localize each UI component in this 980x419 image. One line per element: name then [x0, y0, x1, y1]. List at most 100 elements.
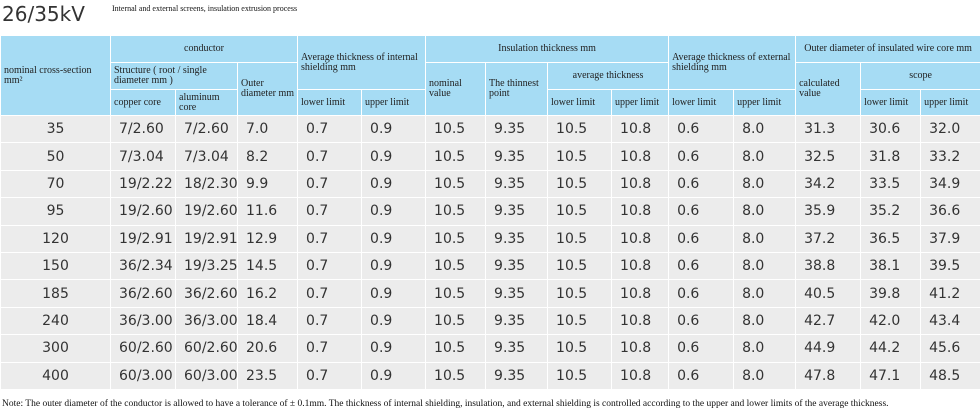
data-row: 120 19/2.91 19/2.91 12.9 0.7 0.9 10.5 9.35 10.5 1…: [0, 224, 980, 253]
data-cell: 34.9: [920, 169, 980, 199]
data-cell: 10.8: [611, 334, 670, 363]
data-cell: 10.5: [547, 306, 613, 336]
data-cell: 8.0: [733, 251, 797, 281]
header-cell: lower limit: [668, 89, 735, 116]
data-cell: 41.2: [920, 279, 980, 308]
data-cell: 47.1: [860, 361, 922, 390]
data-cell: 10.8: [611, 361, 670, 390]
header-cell: nominal value: [425, 62, 487, 116]
data-cell: 0.9: [361, 197, 427, 226]
data-cell: 8.0: [733, 334, 797, 363]
header-cell: Average thickness of internal shielding …: [297, 35, 427, 90]
header-cell: upper limit: [733, 89, 797, 116]
data-cell: 8.0: [733, 169, 797, 199]
data-cell: 95: [0, 197, 111, 226]
data-cell: 10.8: [611, 169, 670, 199]
data-cell: 0.7: [297, 169, 363, 199]
data-cell: 0.7: [297, 334, 363, 363]
header-row: copper core aluminum core lower limit upper…: [1, 89, 980, 116]
data-cell: 8.0: [733, 197, 797, 226]
spec-table: nominal cross-section mm² conductor Averag…: [0, 35, 980, 390]
data-row: 70 19/2.22 18/2.30 9.9 0.7 0.9 10.5 9.35 10.5 10.…: [0, 169, 980, 199]
header-cell: Outer diameter mm: [236, 62, 299, 116]
data-cell: 10.5: [425, 279, 487, 308]
data-cell: 0.9: [361, 142, 427, 171]
data-cell: 240: [0, 306, 111, 336]
data-cell: 9.35: [485, 224, 549, 253]
data-cell: 0.9: [361, 251, 427, 281]
header-cell: upper limit: [361, 89, 427, 116]
data-cell: 185: [0, 279, 111, 308]
data-cell: 0.6: [668, 169, 735, 199]
data-cell: 37.9: [920, 224, 980, 253]
data-cell: 37.2: [795, 224, 862, 253]
data-cell: 36/3.00: [175, 306, 238, 336]
data-cell: 60/3.00: [175, 361, 238, 390]
data-row: 400 60/3.00 60/3.00 23.5 0.7 0.9 10.5 9.35 10.5 1…: [0, 361, 980, 390]
data-cell: 38.1: [860, 251, 922, 281]
data-cell: 60/3.00: [110, 361, 176, 390]
data-cell: 10.5: [547, 142, 613, 171]
data-cell: 10.5: [425, 197, 487, 226]
data-cell: 0.7: [297, 306, 363, 336]
data-cell: 0.6: [668, 279, 735, 308]
data-cell: 7/3.04: [175, 142, 238, 171]
data-cell: 36/2.34: [110, 251, 176, 281]
data-cell: 10.5: [547, 197, 613, 226]
data-cell: 19/2.60: [175, 197, 238, 226]
data-cell: 35: [0, 114, 111, 144]
data-cell: 8.0: [733, 361, 797, 390]
data-cell: 39.5: [920, 251, 980, 281]
data-cell: 0.9: [361, 169, 427, 199]
header-cell: lower limit: [860, 89, 922, 116]
data-cell: 8.0: [733, 224, 797, 253]
data-cell: 19/2.91: [110, 224, 176, 253]
data-cell: 7/3.04: [110, 142, 176, 171]
data-cell: 44.9: [795, 334, 862, 363]
data-cell: 0.9: [361, 361, 427, 390]
header-cell: upper limit: [611, 89, 670, 116]
data-cell: 33.2: [920, 142, 980, 171]
header-cell: aluminum core: [175, 89, 238, 116]
header-cell: average thickness: [547, 62, 670, 90]
header-row: Structure ( root / single diameter mm ) O…: [1, 62, 980, 116]
data-cell: 10.5: [425, 142, 487, 171]
data-cell: 10.8: [611, 224, 670, 253]
data-row: 300 60/2.60 60/2.60 20.6 0.7 0.9 10.5 9.35 10.5 1…: [0, 334, 980, 363]
data-cell: 9.35: [485, 361, 549, 390]
header-cell: copper core: [110, 89, 176, 116]
data-cell: 40.5: [795, 279, 862, 308]
header-cell: upper limit: [920, 89, 980, 116]
data-cell: 7/2.60: [110, 114, 176, 144]
data-cell: 23.5: [236, 361, 299, 390]
data-cell: 0.6: [668, 224, 735, 253]
data-cell: 8.0: [733, 306, 797, 336]
data-cell: 10.8: [611, 306, 670, 336]
data-cell: 10.5: [547, 169, 613, 199]
data-cell: 8.0: [733, 142, 797, 171]
data-cell: 33.5: [860, 169, 922, 199]
data-cell: 12.9: [236, 224, 299, 253]
data-row: 185 36/2.60 36/2.60 16.2 0.7 0.9 10.5 9.35 10.5 1…: [0, 279, 980, 308]
data-cell: 36/2.60: [175, 279, 238, 308]
data-cell: 10.8: [611, 251, 670, 281]
data-cell: 150: [0, 251, 111, 281]
data-cell: 0.9: [361, 224, 427, 253]
data-cell: 0.9: [361, 334, 427, 363]
data-cell: 42.7: [795, 306, 862, 336]
data-cell: 10.5: [547, 251, 613, 281]
data-cell: 19/2.22: [110, 169, 176, 199]
header-cell: Outer diameter of insulated wire core mm: [795, 35, 980, 63]
data-cell: 31.3: [795, 114, 862, 144]
data-cell: 50: [0, 142, 111, 171]
data-cell: 8.0: [733, 114, 797, 144]
data-cell: 43.4: [920, 306, 980, 336]
data-cell: 9.35: [485, 169, 549, 199]
data-cell: 0.6: [668, 142, 735, 171]
data-cell: 10.5: [425, 169, 487, 199]
data-cell: 18/2.30: [175, 169, 238, 199]
data-cell: 9.35: [485, 251, 549, 281]
data-cell: 34.2: [795, 169, 862, 199]
data-cell: 47.8: [795, 361, 862, 390]
